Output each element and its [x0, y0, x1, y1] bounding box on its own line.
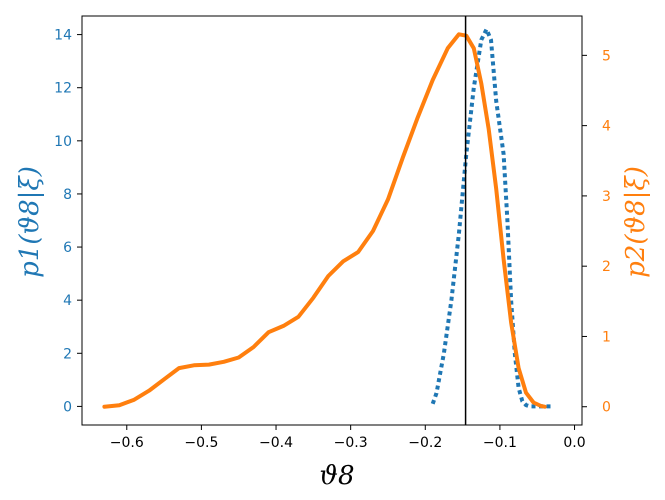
y-right-tick-label: 5 — [602, 48, 611, 64]
y-left-tick-label: 4 — [63, 293, 72, 309]
plot-area — [102, 16, 553, 425]
y-left-tick-label: 14 — [54, 28, 72, 44]
y-left-tick-label: 8 — [63, 187, 72, 203]
y-left-tick-label: 2 — [63, 346, 72, 362]
x-tick-label: −0.3 — [334, 435, 368, 451]
x-tick-label: −0.1 — [483, 435, 517, 451]
y-left-axis-label: p1(ϑ8|ξ) — [15, 166, 45, 278]
x-axis-label: ϑ8 — [319, 461, 354, 491]
series-p1-line — [430, 27, 553, 409]
x-tick-label: −0.2 — [408, 435, 442, 451]
plot-frame — [81, 15, 583, 426]
y-right-tick-label: 3 — [602, 189, 611, 205]
y-right-tick-label: 2 — [602, 259, 611, 275]
x-tick-label: −0.5 — [184, 435, 218, 451]
y-right-axis-label: p2(ϑ8|ξ) — [621, 166, 651, 278]
y-left-axis-ticks: 0 2 4 6 8 10 12 14 — [54, 28, 82, 415]
x-tick-label: −0.6 — [110, 435, 144, 451]
y-right-tick-label: 1 — [602, 329, 611, 345]
y-right-tick-label: 4 — [602, 119, 611, 135]
y-left-tick-label: 6 — [63, 240, 72, 256]
series-p2-line — [102, 32, 547, 409]
y-right-tick-label: 0 — [602, 400, 611, 416]
y-left-tick-label: 10 — [54, 134, 72, 150]
x-tick-label: −0.4 — [259, 435, 293, 451]
y-right-axis-ticks: 0 1 2 3 4 5 — [582, 48, 611, 416]
x-tick-label: 0.0 — [563, 435, 585, 451]
y-left-tick-label: 12 — [54, 81, 72, 97]
y-left-tick-label: 0 — [63, 399, 72, 415]
x-axis-ticks: −0.6 −0.5 −0.4 −0.3 −0.2 −0.1 0.0 — [110, 425, 586, 451]
